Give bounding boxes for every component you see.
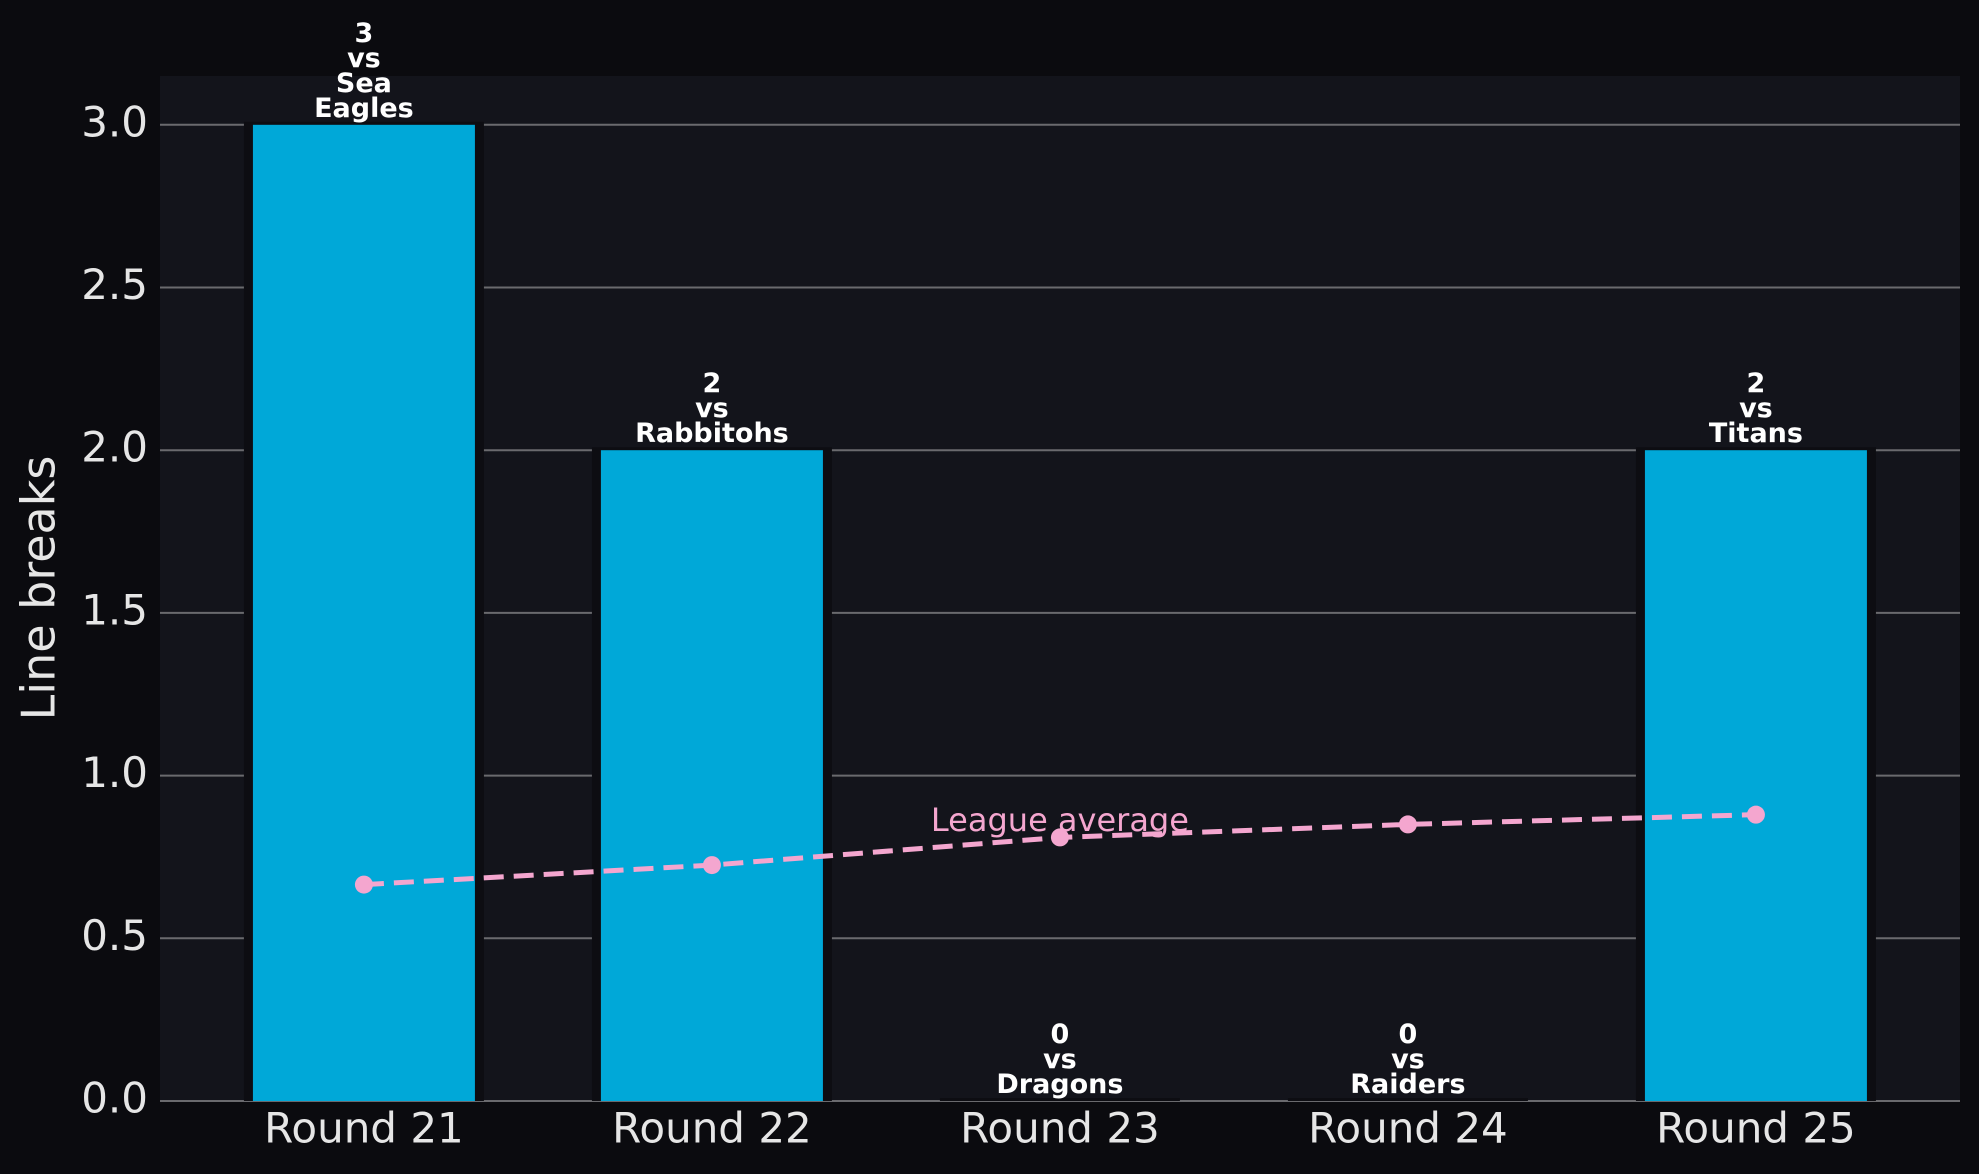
value-label-line: 2	[1747, 368, 1766, 399]
y-tick-label: 1.5	[81, 585, 148, 634]
value-label-line: vs	[1043, 1044, 1077, 1075]
x-tick-label: Round 25	[1656, 1104, 1856, 1153]
x-tick-label: Round 23	[960, 1104, 1160, 1153]
value-label-line: Titans	[1709, 418, 1803, 449]
bar-shadow	[939, 1098, 1180, 1101]
value-label-line: vs	[347, 42, 381, 73]
value-label-line: vs	[695, 393, 729, 424]
value-label-line: 0	[1051, 1019, 1070, 1050]
value-label: 0 vs Dragons	[996, 1019, 1123, 1100]
value-label-line: Raiders	[1350, 1069, 1465, 1100]
average-marker	[1746, 805, 1765, 824]
bar	[1644, 450, 1867, 1101]
y-tick-label: 2.0	[81, 423, 148, 472]
value-label-line: Eagles	[314, 92, 414, 123]
value-label-line: 0	[1399, 1019, 1418, 1050]
value-label: 2 vs Titans	[1709, 368, 1803, 449]
y-tick-label: 0.0	[81, 1074, 148, 1123]
bar-shadow	[1287, 1098, 1528, 1101]
value-label-line: vs	[1391, 1044, 1425, 1075]
value-label-line: 2	[703, 368, 722, 399]
value-label: 0 vs Raiders	[1350, 1019, 1465, 1100]
bar	[600, 450, 823, 1101]
average-marker	[702, 856, 721, 875]
y-tick-label: 1.0	[81, 748, 148, 797]
y-tick-label: 0.5	[81, 911, 148, 960]
y-axis-label: Line breaks	[12, 456, 66, 721]
value-label-line: 3	[355, 17, 374, 48]
value-label-line: Rabbitohs	[635, 418, 789, 449]
average-marker	[1050, 828, 1069, 847]
average-marker	[354, 875, 373, 894]
value-label: 2 vs Rabbitohs	[635, 368, 789, 449]
average-marker	[1398, 815, 1417, 834]
average-label: League average	[931, 801, 1189, 839]
value-label: 3 vs Sea Eagles	[314, 17, 414, 123]
x-tick-label: Round 22	[612, 1104, 812, 1153]
x-tick-label: Round 21	[264, 1104, 464, 1153]
y-tick-label: 3.0	[81, 97, 148, 146]
x-tick-label: Round 24	[1308, 1104, 1508, 1153]
y-tick-label: 2.5	[81, 260, 148, 309]
bar	[252, 124, 475, 1102]
value-label-line: vs	[1739, 393, 1773, 424]
value-label-line: Sea	[336, 67, 392, 98]
value-label-line: Dragons	[996, 1069, 1123, 1100]
